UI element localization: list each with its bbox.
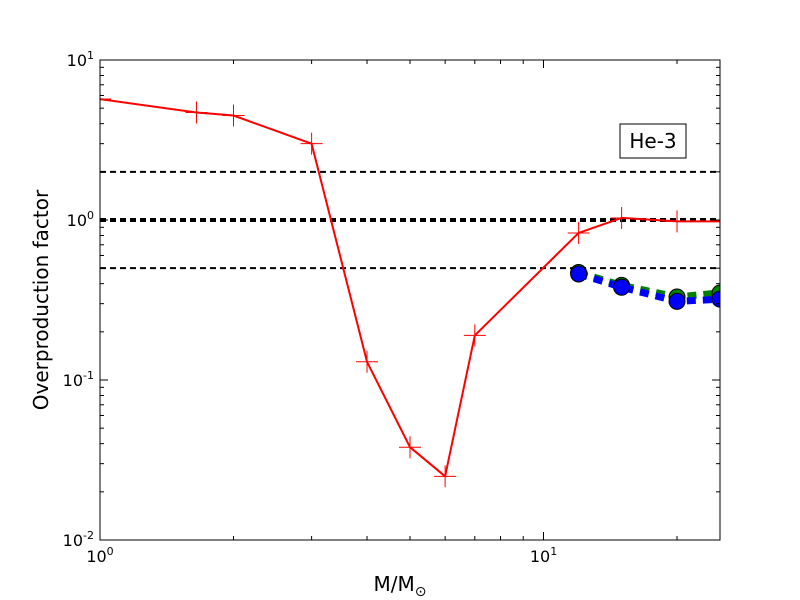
- y-tick-label-base: 10: [67, 51, 87, 70]
- x-tick-label-base: 10: [86, 547, 106, 566]
- y-tick-label: 101: [67, 49, 94, 70]
- x-tick-label: 100: [86, 545, 113, 566]
- y-tick-label-base: 10: [67, 211, 87, 230]
- y-axis-label: Overproduction factor: [29, 189, 53, 410]
- annotation-frame: [619, 123, 687, 159]
- data-point-circle: [570, 265, 588, 283]
- y-tick-label-exp: -2: [83, 529, 94, 542]
- data-point-plus: [399, 436, 421, 459]
- y-tick-label: 10-2: [63, 529, 94, 550]
- annotation-label: He-3: [629, 129, 676, 153]
- y-tick-label: 10-1: [63, 369, 94, 390]
- x-tick-label-exp: 1: [550, 545, 557, 558]
- data-point-plus: [356, 350, 379, 373]
- reference-lines: [100, 170, 720, 270]
- y-tick-label-base: 10: [63, 371, 83, 390]
- x-tick-label-base: 10: [530, 547, 550, 566]
- series-layer: [100, 88, 720, 488]
- data-point-plus: [300, 132, 323, 155]
- annotation-box: He-3: [619, 123, 687, 159]
- series-line-2: [577, 270, 720, 305]
- y-tick-label-exp: 1: [87, 49, 94, 62]
- y-tick-label: 100: [67, 209, 94, 230]
- data-point-circle: [668, 292, 686, 310]
- ticks-layer: [99, 59, 720, 541]
- x-tick-label-exp: 0: [107, 545, 114, 558]
- plot-area: [100, 60, 720, 540]
- data-point-plus: [222, 104, 245, 127]
- data-point-plus: [666, 210, 689, 233]
- y-tick-label-exp: -1: [83, 369, 94, 382]
- x-axis-label-sub: ⊙: [415, 584, 427, 600]
- y-tick-label-exp: 0: [87, 209, 94, 222]
- x-axis-label: M/M⊙: [374, 572, 427, 600]
- y-tick-label-base: 10: [63, 531, 83, 550]
- x-tick-label: 101: [530, 545, 557, 566]
- data-point-plus: [185, 101, 208, 124]
- data-point-plus: [434, 465, 457, 488]
- data-point-plus: [567, 221, 590, 244]
- data-point-plus: [610, 206, 633, 229]
- data-point-plus: [463, 324, 486, 347]
- data-point-circle: [613, 278, 631, 296]
- data-point-plus: [709, 210, 720, 233]
- data-point-plus: [100, 88, 111, 111]
- x-axis-label-base: M/M: [374, 572, 415, 596]
